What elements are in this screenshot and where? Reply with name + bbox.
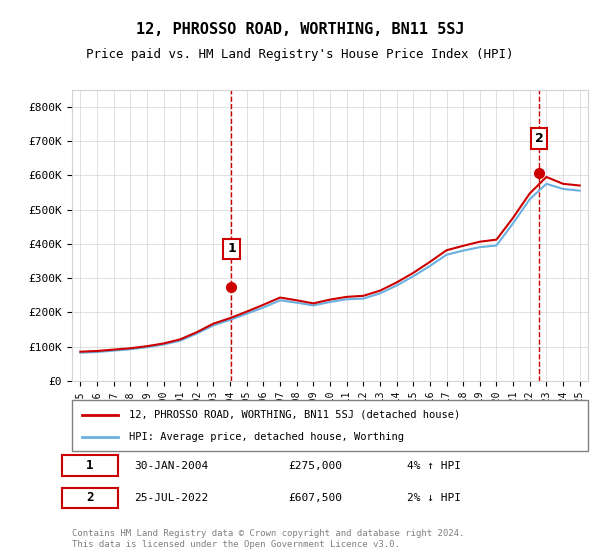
Text: 30-JAN-2004: 30-JAN-2004 [134,461,208,470]
Text: 12, PHROSSO ROAD, WORTHING, BN11 5SJ (detached house): 12, PHROSSO ROAD, WORTHING, BN11 5SJ (de… [129,409,460,419]
Text: 2: 2 [535,132,544,145]
Text: 12, PHROSSO ROAD, WORTHING, BN11 5SJ: 12, PHROSSO ROAD, WORTHING, BN11 5SJ [136,22,464,38]
Text: Contains HM Land Registry data © Crown copyright and database right 2024.
This d: Contains HM Land Registry data © Crown c… [72,529,464,549]
Text: Price paid vs. HM Land Registry's House Price Index (HPI): Price paid vs. HM Land Registry's House … [86,48,514,60]
Text: 1: 1 [227,242,236,255]
Text: £275,000: £275,000 [289,461,343,470]
FancyBboxPatch shape [62,455,118,476]
Text: 1: 1 [86,459,94,472]
Text: 2% ↓ HPI: 2% ↓ HPI [407,493,461,503]
FancyBboxPatch shape [72,400,588,451]
Text: £607,500: £607,500 [289,493,343,503]
FancyBboxPatch shape [62,488,118,508]
Text: 25-JUL-2022: 25-JUL-2022 [134,493,208,503]
Text: 4% ↑ HPI: 4% ↑ HPI [407,461,461,470]
Text: 2: 2 [86,491,94,505]
Text: HPI: Average price, detached house, Worthing: HPI: Average price, detached house, Wort… [129,432,404,442]
